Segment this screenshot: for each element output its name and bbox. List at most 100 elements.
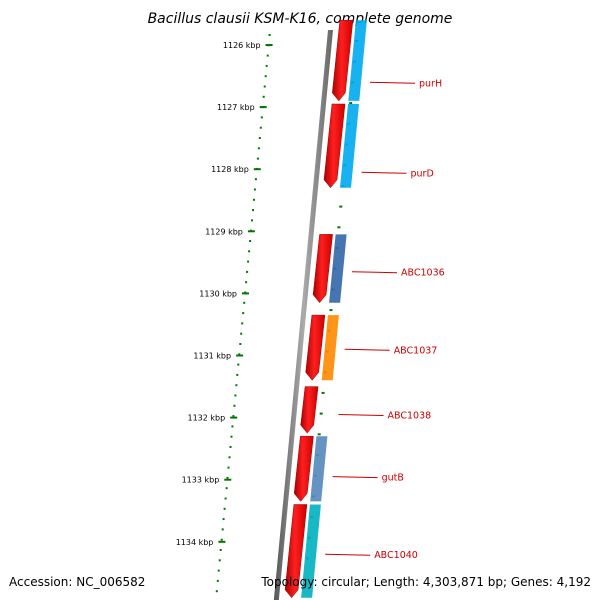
gene-label-gutb[interactable]: gutB [382,473,404,484]
gc-dot [233,404,236,407]
gc-dot [216,579,219,582]
tick-mark [247,230,255,233]
gc-dot [268,34,271,36]
cog-block [340,104,359,188]
gc-dot [227,466,230,469]
gc-dot [240,332,243,335]
gene-arrow [305,314,326,381]
gc-dot [220,538,223,541]
gene-label-abc1036[interactable]: ABC1036 [401,268,445,279]
gc-dot [229,446,232,448]
gc-dot [226,476,229,479]
tick-label: 1128 kbp [211,165,249,174]
tick-mark [265,44,273,46]
tick-label: 1133 kbp [182,476,220,485]
tick-mark [230,416,238,419]
gc-dot [249,240,252,242]
gc-dot [349,102,353,105]
gc-dot [231,425,234,428]
tick-mark [259,106,267,109]
gc-dot [230,435,233,438]
backbone-line [273,30,333,600]
gc-dot [228,456,231,459]
cog-block [301,504,321,598]
gene-label-purd[interactable]: purD [411,168,434,179]
cog-block [329,234,347,303]
gene-labels: purH purD ABC1036 ABC1037 ABC1038 gutB ABC1040 [325,78,445,561]
label-leader [369,81,416,84]
gc-dot [223,507,226,510]
gc-dot [241,322,244,325]
gc-dot [219,549,222,551]
gene-arrow [323,103,346,189]
gc-dot [317,433,321,436]
gene-arrow [312,234,333,304]
tick-label: 1134 kbp [176,538,214,547]
cog-block [321,315,339,381]
gc-dot [245,281,248,284]
gc-dot [237,363,240,366]
label-leader [332,476,378,479]
gc-dot [248,250,251,253]
gc-dot [257,147,260,150]
gc-dot [339,205,343,208]
scale-ticks: 1126 kbp 1127 kbp 1128 kbp 1129 kbp 1130 kbp… [176,41,273,547]
gc-dot [218,559,221,562]
gc-dot [225,487,228,490]
gc-dot [256,157,259,160]
gc-dot [265,64,268,67]
gc-dot [319,412,323,415]
gc-dot [235,384,238,387]
gc-dot [258,137,261,139]
gc-dot [262,95,265,98]
gc-dot [251,219,253,222]
gc-dot [224,497,227,500]
gc-dot [266,54,269,57]
tick-label: 1131 kbp [193,352,231,361]
gc-dot [221,528,224,531]
label-leader [325,553,371,556]
label-leader [351,271,398,274]
label-leader [338,414,384,416]
gc-dot [222,518,225,521]
gc-dot [215,590,218,593]
gene-arrow [293,435,314,502]
label-leader [344,348,390,351]
accession-text: Accession: NC_006582 [9,575,145,589]
gc-dot [253,198,255,201]
gc-dot [243,301,246,304]
gc-dot [259,126,262,129]
map-title: Bacillus clausii KSM-K16, complete genom… [148,11,453,27]
gc-dot [329,309,333,312]
gc-dot [337,226,341,229]
tick-mark [253,168,261,171]
gc-dot [234,394,237,397]
gc-dot [264,75,267,78]
label-leader [361,171,407,174]
gene-label-abc1037[interactable]: ABC1037 [394,345,438,356]
tick-label: 1126 kbp [223,41,261,50]
tick-mark [242,292,249,295]
cog-block [348,20,367,101]
tick-mark [224,478,232,481]
tick-label: 1130 kbp [199,289,237,298]
gc-dot [246,270,249,273]
gc-dot [253,188,256,191]
gene-label-purh[interactable]: purH [419,78,442,89]
tick-mark [218,540,226,543]
gene-label-abc1040[interactable]: ABC1040 [374,550,418,561]
tick-mark [236,354,244,357]
tick-label: 1127 kbp [217,103,255,112]
gene-track [284,19,367,599]
gene-label-abc1038[interactable]: ABC1038 [388,411,432,422]
genome-backbone [273,30,333,600]
cog-block [310,436,328,502]
gc-dot [236,373,239,376]
gc-dot [321,391,325,394]
tick-label: 1129 kbp [205,227,243,236]
gene-arrow [284,504,308,599]
gc-dot [254,178,257,181]
gc-dot [232,415,235,418]
gc-dot [247,260,250,263]
